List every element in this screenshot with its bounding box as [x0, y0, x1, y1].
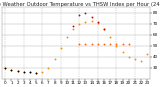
Point: [127, 56, 130, 57]
Point: [29, 71, 31, 73]
Point: [134, 58, 136, 60]
Point: [29, 71, 31, 73]
Point: [127, 43, 130, 44]
Point: [115, 43, 118, 44]
Point: [72, 29, 74, 30]
Point: [53, 58, 56, 60]
Point: [103, 43, 105, 44]
Point: [10, 69, 13, 70]
Point: [84, 43, 87, 44]
Point: [47, 67, 50, 68]
Point: [41, 71, 44, 73]
Title: Milwaukee Weather Outdoor Temperature vs THSW Index per Hour (24 Hours): Milwaukee Weather Outdoor Temperature vs…: [0, 2, 160, 7]
Point: [60, 47, 62, 49]
Point: [90, 17, 93, 18]
Point: [22, 71, 25, 73]
Point: [10, 69, 13, 70]
Point: [109, 36, 112, 38]
Point: [121, 43, 124, 44]
Point: [78, 23, 81, 25]
Point: [140, 60, 142, 62]
Point: [78, 43, 81, 44]
Point: [16, 70, 19, 72]
Point: [35, 72, 37, 74]
Point: [109, 43, 112, 44]
Point: [66, 36, 68, 38]
Point: [103, 29, 105, 30]
Point: [90, 43, 93, 44]
Point: [4, 67, 6, 68]
Point: [115, 45, 118, 46]
Point: [84, 21, 87, 22]
Point: [4, 67, 6, 68]
Point: [146, 54, 148, 55]
Point: [35, 72, 37, 74]
Point: [78, 14, 81, 16]
Point: [22, 71, 25, 73]
Point: [72, 25, 74, 27]
Point: [16, 70, 19, 72]
Point: [121, 52, 124, 53]
Point: [96, 43, 99, 44]
Point: [90, 20, 93, 21]
Point: [96, 21, 99, 22]
Point: [84, 12, 87, 14]
Point: [103, 29, 105, 30]
Point: [96, 22, 99, 23]
